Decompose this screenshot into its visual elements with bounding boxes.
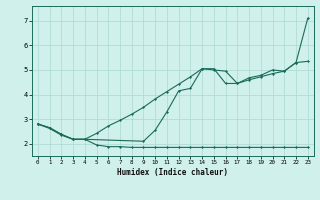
X-axis label: Humidex (Indice chaleur): Humidex (Indice chaleur) — [117, 168, 228, 177]
